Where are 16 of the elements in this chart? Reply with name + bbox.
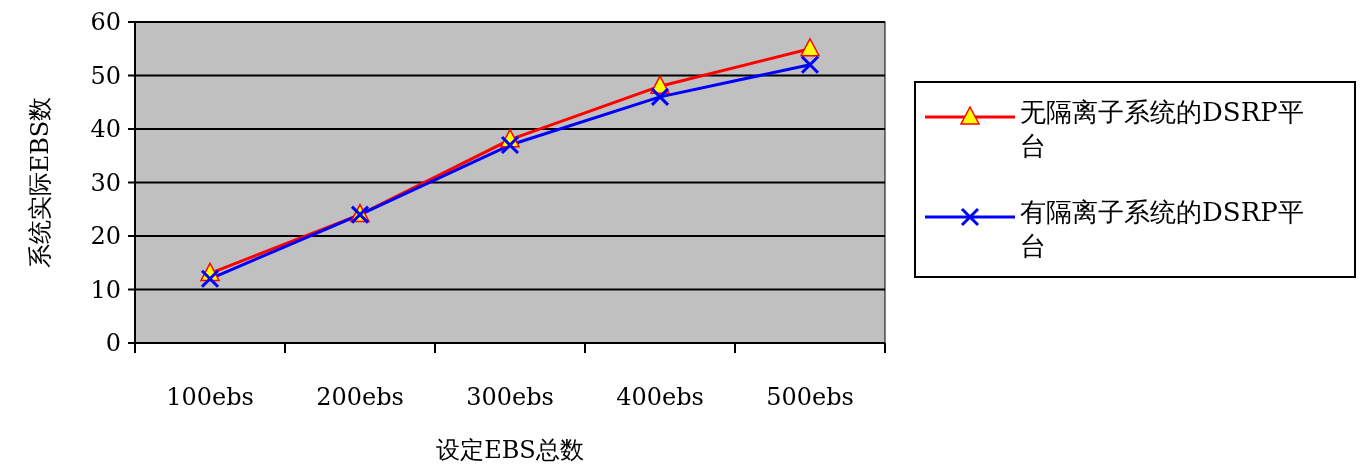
y-tick-label: 50 (90, 61, 121, 90)
y-tick-label: 10 (90, 275, 121, 304)
legend-label: 无隔离子系统的DSRP平台 (1020, 96, 1305, 163)
legend-label: 有隔离子系统的DSRP平台 (1020, 196, 1305, 263)
y-tick-label: 30 (90, 168, 121, 197)
x-axis-title: 设定EBS总数 (436, 436, 584, 464)
y-tick-label: 60 (90, 8, 121, 36)
y-axis-title: 系统实际EBS数 (26, 96, 54, 269)
x-tick-label: 200ebs (316, 383, 404, 411)
y-tick-label: 40 (90, 115, 121, 143)
x-tick-label: 400ebs (616, 383, 704, 411)
y-tick-label: 20 (90, 222, 121, 250)
x-tick-label: 100ebs (166, 383, 254, 411)
x-tick-label: 300ebs (466, 383, 554, 411)
y-tick-label: 0 (105, 329, 121, 357)
x-tick-label: 500ebs (766, 383, 854, 411)
